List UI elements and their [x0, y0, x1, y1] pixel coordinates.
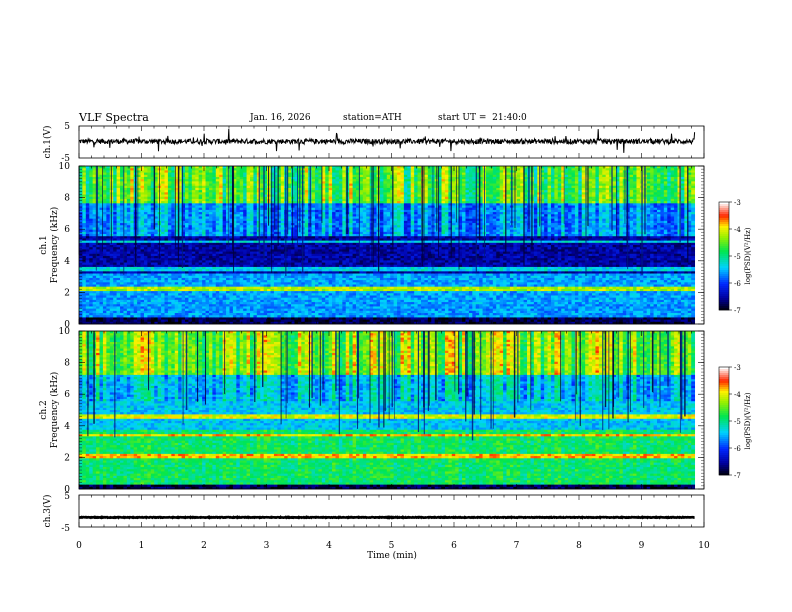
date-label: Jan. 16, 2026: [250, 113, 311, 123]
ch1-x-ticks: [78, 126, 705, 158]
ch1-ylabel: ch.1(V): [42, 126, 53, 159]
colorbar-tick-label: -7: [734, 307, 741, 315]
time-tick-label: 5: [389, 541, 395, 551]
ch2-spec-ylabel-freq: Frequency (kHz): [49, 372, 60, 449]
ch3-ytick-bottom: -5: [61, 524, 70, 534]
colorbar-tick-label: -5: [734, 418, 741, 426]
frequency-tick-label: 8: [64, 359, 70, 369]
colorbar-tick-label: -4: [734, 226, 741, 234]
ch3-waveform-panel: 5 -5 ch.3(V) 0 1 2 3 4 5 6 7 8 9 10 Time (min): [42, 492, 710, 561]
ch1-spectrogram-image: [78, 166, 696, 325]
time-tick-label: 3: [264, 541, 270, 551]
station-label: station=ATH: [343, 113, 402, 123]
colorbar-tick-label: -5: [734, 253, 741, 261]
frequency-tick-label: 10: [59, 327, 71, 337]
ch1-spec-ylabel-freq: Frequency (kHz): [49, 207, 60, 284]
time-tick-label: 0: [76, 541, 82, 551]
colorbar-tick-label: -3: [734, 199, 741, 207]
ch3-ylabel: ch.3(V): [42, 495, 53, 528]
time-tick-label: 6: [451, 541, 457, 551]
ch3-ytick-top: 5: [64, 492, 70, 502]
colorbar-tick-label: -6: [734, 445, 741, 453]
time-axis-tick-labels: 0 1 2 3 4 5 6 7 8 9 10: [76, 541, 710, 551]
colorbar-label: log(PSD)(V²/Hz): [744, 392, 752, 449]
ch1-ytick-top: 5: [64, 122, 70, 132]
ch1-waveform-trace: [78, 128, 696, 153]
frequency-tick-label: 4: [64, 422, 70, 432]
ch2-spectrogram-image: [79, 331, 696, 490]
time-tick-label: 2: [201, 541, 207, 551]
time-tick-label: 8: [576, 541, 582, 551]
frequency-tick-label: 2: [64, 288, 70, 298]
time-tick-label: 9: [639, 541, 645, 551]
ch2-spectrogram-panel: 0 2 4 6 8 10 ch.2 Frequency (kHz) -3 -4 -5 -6 -7 l…: [39, 327, 752, 495]
frequency-tick-label: 10: [59, 162, 71, 172]
ch2-spectrogram-xticks: [78, 331, 705, 489]
time-axis-label: Time (min): [367, 550, 417, 561]
colorbar-label: log(PSD)(V²/Hz): [744, 227, 752, 284]
chart-title: VLF Spectra: [79, 111, 149, 124]
colorbar-tick-label: -4: [734, 391, 741, 399]
frequency-tick-label: 0: [64, 320, 70, 330]
time-tick-label: 10: [698, 541, 710, 551]
ch1-colorbar: -3 -4 -5 -6 -7 log(PSD)(V²/Hz): [718, 199, 752, 315]
ch2-spec-ylabel-ch: ch.2: [39, 400, 49, 419]
time-tick-label: 1: [139, 541, 145, 551]
colorbar-tick-label: -7: [734, 472, 741, 480]
ch1-spec-ylabel-ch: ch.1: [39, 235, 49, 254]
colorbar-tick-label: -6: [734, 280, 741, 288]
ch2-colorbar: -3 -4 -5 -6 -7 log(PSD)(V²/Hz): [718, 364, 752, 480]
ch1-waveform-panel: 5 -5 ch.1(V): [42, 122, 705, 164]
time-tick-label: 4: [326, 541, 332, 551]
frequency-tick-label: 6: [64, 225, 70, 235]
ch1-ytick-bottom: -5: [61, 154, 70, 164]
frequency-tick-label: 8: [64, 194, 70, 204]
frequency-tick-label: 2: [64, 453, 70, 463]
start-ut-label: start UT = 21:40:0: [438, 113, 527, 123]
colorbar-tick-label: -3: [734, 364, 741, 372]
ch2-spectrogram-yticks: 0 2 4 6 8 10: [59, 327, 704, 495]
frequency-tick-label: 6: [64, 390, 70, 400]
frequency-tick-label: 4: [64, 257, 70, 267]
time-tick-label: 7: [514, 541, 520, 551]
ch1-spectrogram-xticks: [78, 166, 705, 324]
ch1-spectrogram-yticks: 0 2 4 6 8 10: [59, 162, 704, 330]
frequency-tick-label: 0: [64, 485, 70, 495]
ch3-waveform-trace: [78, 515, 695, 520]
ch1-spectrogram-panel: 0 2 4 6 8 10 ch.1 Frequency (kHz) -3 -4 -5 -6 -7 l…: [39, 162, 752, 330]
ch3-x-ticks: [78, 495, 705, 527]
